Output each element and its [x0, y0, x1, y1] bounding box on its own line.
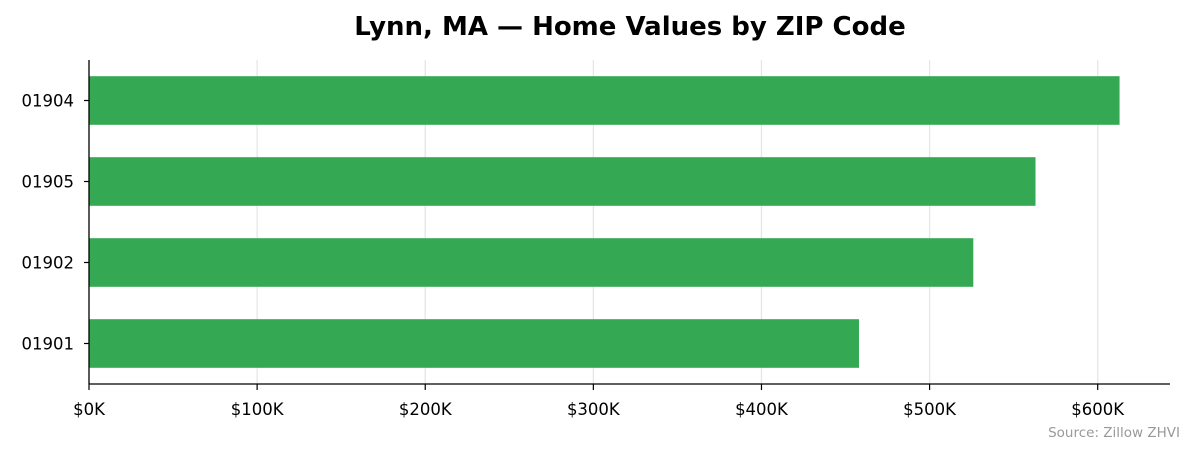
x-tick-label: $400K [735, 400, 789, 419]
x-tick-label: $300K [567, 400, 621, 419]
chart-title: Lynn, MA — Home Values by ZIP Code [354, 12, 905, 42]
source-note: Source: Zillow ZHVI [1048, 425, 1180, 441]
bar-01901 [89, 319, 859, 368]
x-tick-label: $200K [399, 400, 453, 419]
x-tick-label: $500K [903, 400, 957, 419]
x-tick-label: $600K [1071, 400, 1125, 419]
y-tick-label: 01901 [22, 335, 75, 354]
axes [88, 60, 1170, 385]
y-tick-label: 01905 [22, 173, 75, 192]
x-tick-labels: $0K $100K $200K $300K $400K $500K $600K [73, 384, 1125, 419]
x-tick-label: $100K [231, 400, 285, 419]
bar-01905 [89, 157, 1036, 206]
bar-01902 [89, 238, 974, 287]
y-tick-label: 01904 [22, 92, 75, 111]
bar-01904 [89, 76, 1120, 125]
y-tick-label: 01902 [22, 254, 75, 273]
y-tick-labels: 01904 01905 01902 01901 [22, 92, 89, 354]
x-tick-label: $0K [73, 400, 106, 419]
bars [89, 76, 1120, 368]
